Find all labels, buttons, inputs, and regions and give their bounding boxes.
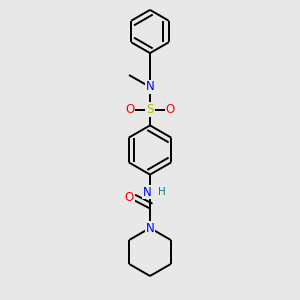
Text: H: H — [158, 187, 165, 197]
Text: O: O — [125, 103, 134, 116]
Text: S: S — [146, 103, 154, 116]
Text: N: N — [143, 185, 152, 199]
Text: O: O — [124, 190, 134, 204]
Text: O: O — [166, 103, 175, 116]
Text: N: N — [146, 221, 154, 235]
Text: N: N — [146, 80, 154, 94]
